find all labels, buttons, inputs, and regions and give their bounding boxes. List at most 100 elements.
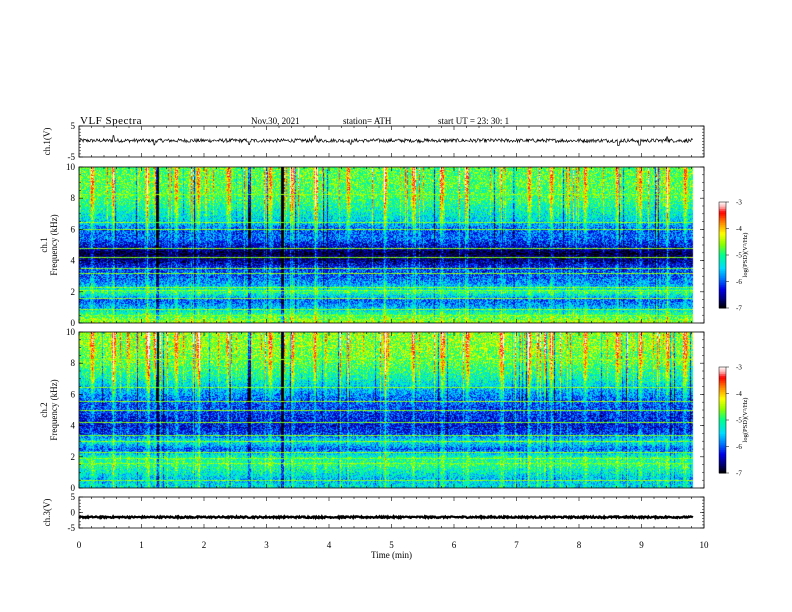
ch2-spectrogram-ylabel: Frequency (kHz) xyxy=(49,379,59,440)
ch1-spectrogram-colorbar-cell xyxy=(719,256,726,260)
ch1-spectrogram-colorbar-cell xyxy=(719,239,726,242)
time-axis-tick-label: 2 xyxy=(202,540,207,550)
ch2-spectrogram-colorbar-cell xyxy=(719,388,726,391)
ch1-spectrogram-colorbar-cell xyxy=(719,221,726,224)
ch1-spectrogram-colorbar-cell xyxy=(719,217,726,221)
ch2-spectrogram-colorbar-tick-label: -4 xyxy=(736,390,742,398)
ch2-spectrogram-colorbar-cell xyxy=(719,395,726,398)
ch1-spectrogram-colorbar-cell xyxy=(719,226,726,229)
ch1-spectrogram-colorbar-cell xyxy=(719,233,726,237)
ch2-spectrogram-colorbar-cell xyxy=(719,389,726,393)
ch1-spectrogram-colorbar-cell xyxy=(719,297,726,300)
ch1-spectrogram-colorbar-cell xyxy=(719,304,726,307)
ch2-spectrogram-colorbar-cell xyxy=(719,460,726,463)
ch2-spectrogram-colorbar-tick-label: -5 xyxy=(736,417,742,425)
ch2-spectrogram-ytick-label: 10 xyxy=(66,327,76,337)
ch1-spectrogram-colorbar-cell xyxy=(719,210,726,214)
ch1-spectrogram-colorbar-cell xyxy=(719,265,726,268)
ch2-spectrogram-colorbar-cell xyxy=(719,377,726,380)
start-time-label: start UT = 23: 30: 1 xyxy=(438,116,509,126)
ch1-spectrogram-colorbar-cell xyxy=(719,240,726,244)
ch2-spectrogram-colorbar-cell xyxy=(719,393,726,396)
ch1-spectrogram-colorbar-cell xyxy=(719,267,726,270)
ch2-spectrogram-colorbar-cell xyxy=(719,458,726,462)
ch2-spectrogram-colorbar-cell xyxy=(719,451,726,455)
ch3-waveform-ytick-label: -5 xyxy=(68,523,76,533)
ch3-waveform-panel: 5 0 -5 ch.3(V) xyxy=(42,492,705,533)
ch2-spectrogram-ytick-label: 2 xyxy=(71,452,76,462)
ch2-spectrogram-colorbar-cell xyxy=(719,409,726,412)
ch1-spectrogram-colorbar-cell xyxy=(719,242,726,245)
ch1-waveform-trace xyxy=(78,135,694,146)
ch1-spectrogram-colorbar-cell xyxy=(719,302,726,305)
ch1-spectrogram-colorbar-cell xyxy=(719,258,726,261)
ch1-spectrogram-colorbar-cell xyxy=(719,295,726,298)
ch1-waveform-ytick-label: -5 xyxy=(68,152,76,162)
ch2-spectrogram-ytick-label: 4 xyxy=(71,421,76,431)
ch2-spectrogram-ylabel: ch.2 xyxy=(39,402,49,417)
time-axis-tick-label: 7 xyxy=(514,540,519,550)
time-axis-tick-label: 5 xyxy=(389,540,394,550)
time-axis-label: Time (min) xyxy=(371,550,412,560)
ch1-spectrogram-colorbar-cell xyxy=(719,299,726,302)
ch2-spectrogram-colorbar-cell xyxy=(719,386,726,389)
ch2-spectrogram-colorbar-cell xyxy=(719,411,726,414)
ch2-spectrogram-colorbar-cell xyxy=(719,435,726,439)
ch1-spectrogram-colorbar-cell xyxy=(719,272,726,275)
ch1-spectrogram-canvas-holder xyxy=(79,167,704,323)
time-axis-tick-label: 9 xyxy=(639,540,644,550)
ch1-spectrogram-colorbar-cell xyxy=(719,214,726,217)
ch1-spectrogram-image xyxy=(79,167,704,323)
ch2-spectrogram-colorbar-cell xyxy=(719,462,726,465)
time-axis-tick-label: 8 xyxy=(577,540,582,550)
ch2-spectrogram-colorbar-cell xyxy=(719,428,726,432)
ch2-spectrogram-colorbar-cell xyxy=(719,397,726,400)
ch1-waveform-ytick-label: 5 xyxy=(71,121,76,131)
ch2-spectrogram-canvas-holder xyxy=(79,332,704,488)
ch2-spectrogram-colorbar-cell xyxy=(719,430,726,433)
ch1-spectrogram-ytick-label: 8 xyxy=(71,193,76,203)
ch2-spectrogram-colorbar-cell xyxy=(719,374,726,377)
ch3-waveform-ytick-label: 0 xyxy=(71,508,76,518)
ch1-spectrogram-colorbar-cell xyxy=(719,293,726,297)
ch2-spectrogram-colorbar-cell xyxy=(719,375,726,379)
ch1-spectrogram-colorbar-cell xyxy=(719,285,726,288)
ch2-spectrogram-colorbar-cell xyxy=(719,407,726,410)
ch1-spectrogram-colorbar-cell xyxy=(719,292,726,295)
ch2-spectrogram-colorbar-cell xyxy=(719,414,726,417)
ch1-spectrogram-ytick-label: 4 xyxy=(71,256,76,266)
ch2-spectrogram-ytick-label: 6 xyxy=(71,389,76,399)
ch1-spectrogram-colorbar-cell xyxy=(719,283,726,286)
ch2-spectrogram-colorbar-cell xyxy=(719,446,726,449)
ch2-spectrogram-ytick-label: 0 xyxy=(71,483,76,493)
ch2-spectrogram-colorbar-cell xyxy=(719,418,726,421)
ch1-spectrogram-colorbar-tick-label: -3 xyxy=(736,199,742,207)
ch1-spectrogram-colorbar-cell xyxy=(719,246,726,249)
ch1-spectrogram-colorbar-cell xyxy=(719,255,726,258)
ch1-spectrogram-colorbar-tick-label: -7 xyxy=(736,305,742,313)
ch2-spectrogram-colorbar-cell xyxy=(719,448,726,451)
time-axis-tick-label: 6 xyxy=(452,540,457,550)
ch1-spectrogram-colorbar-cell xyxy=(719,247,726,251)
ch1-spectrogram-colorbar-cell xyxy=(719,216,726,219)
ch2-spectrogram-colorbar-cell xyxy=(719,405,726,409)
ch1-spectrogram-colorbar-cell xyxy=(719,209,726,212)
ch2-spectrogram-colorbar-cell xyxy=(719,439,726,442)
ch1-spectrogram-colorbar-cell xyxy=(719,306,726,309)
ch2-spectrogram-colorbar-cell xyxy=(719,464,726,467)
ch3-waveform-ytick-label: 5 xyxy=(71,492,76,502)
ch1-spectrogram-ytick-label: 2 xyxy=(71,287,76,297)
ch1-spectrogram-colorbar-cell xyxy=(719,288,726,291)
ch1-spectrogram-colorbar-cell xyxy=(719,207,726,210)
ch1-spectrogram-colorbar-cell xyxy=(719,230,726,233)
time-axis-tick-label: 10 xyxy=(700,540,710,550)
ch1-spectrogram-colorbar-cell xyxy=(719,276,726,279)
time-axis-tick-label: 0 xyxy=(77,540,82,550)
ch2-spectrogram-colorbar-cell xyxy=(719,434,726,437)
ch1-spectrogram-colorbar-cell xyxy=(719,263,726,267)
ch2-spectrogram-colorbar-cell xyxy=(719,450,726,453)
figure-title: VLF Spectra xyxy=(80,115,142,127)
ch2-spectrogram-colorbar-cell xyxy=(719,469,726,472)
ch2-spectrogram-colorbar-cell xyxy=(719,379,726,382)
ch1-spectrogram-ylabel: ch.1 xyxy=(39,237,49,252)
